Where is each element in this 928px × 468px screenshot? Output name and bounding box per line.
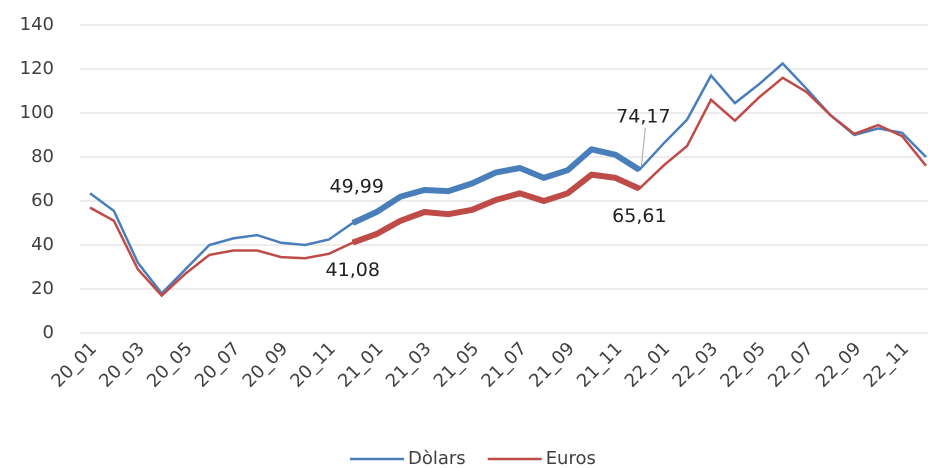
x-tick-label: 21_09 — [525, 338, 579, 392]
x-tick-label: 21_03 — [382, 338, 436, 392]
x-tick-label: 21_11 — [573, 338, 627, 392]
x-tick-label: 20_03 — [95, 338, 149, 392]
y-tick-label: 140 — [20, 14, 54, 35]
x-tick-label: 21_05 — [430, 338, 484, 392]
y-tick-label: 80 — [31, 146, 54, 167]
x-tick-label: 22_05 — [716, 338, 770, 392]
highlight-line — [351, 146, 641, 226]
leader-line — [640, 127, 646, 166]
x-tick-label: 20_09 — [239, 338, 293, 392]
y-tick-label: 20 — [31, 278, 54, 299]
y-tick-label: 40 — [31, 234, 54, 255]
y-tick-label: 0 — [43, 322, 54, 343]
legend-label: Dòlars — [408, 448, 466, 468]
x-tick-label: 21_01 — [334, 338, 388, 392]
y-tick-label: 120 — [20, 58, 54, 79]
highlight-line — [351, 171, 641, 246]
x-tick-label: 20_05 — [143, 338, 197, 392]
x-tick-label: 22_03 — [668, 338, 722, 392]
line — [89, 61, 927, 296]
x-tick-label: 20_01 — [47, 338, 101, 392]
y-tick-label: 60 — [31, 190, 54, 211]
data-label: 49,99 — [330, 176, 384, 198]
legend-label: Euros — [546, 448, 596, 468]
data-label: 74,17 — [616, 105, 670, 127]
data-label: 41,08 — [326, 259, 380, 281]
x-tick-label: 22_11 — [860, 338, 914, 392]
x-tick-label: 20_11 — [286, 338, 340, 392]
line — [89, 76, 927, 298]
x-tick-label: 22_09 — [812, 338, 866, 392]
y-tick-label: 100 — [20, 102, 54, 123]
x-tick-label: 22_01 — [621, 338, 675, 392]
x-tick-label: 22_07 — [764, 338, 818, 392]
x-tick-label: 21_07 — [477, 338, 531, 392]
x-tick-label: 20_07 — [191, 338, 245, 392]
data-label: 65,61 — [612, 205, 666, 227]
